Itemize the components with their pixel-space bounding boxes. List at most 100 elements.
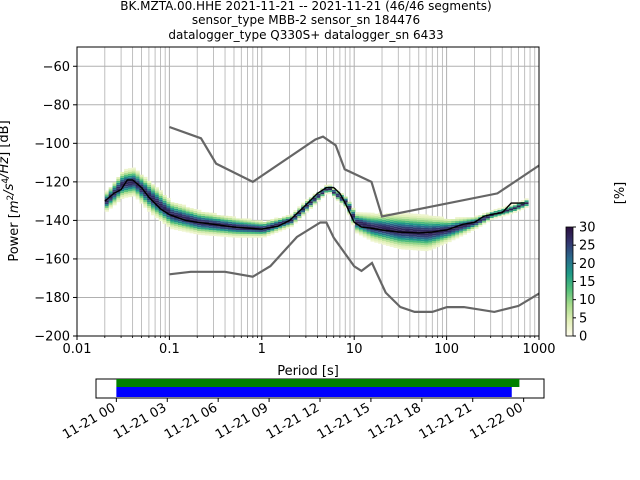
psd-bin [432,246,437,249]
psd-bin [262,223,267,226]
psd-bin [470,229,475,231]
psd-bin [120,197,125,199]
timeline-tick-label: 11-21 03 [111,400,169,442]
psd-bin [455,221,460,223]
psd-bin [124,190,129,192]
psd-bin [489,218,494,220]
psd-bin [170,223,175,226]
psd-bin [193,210,198,213]
psd-bin [147,186,152,189]
psd-bin [397,216,402,219]
psd-bin [328,184,333,187]
psd-bin [151,192,156,195]
psd-bin [212,212,217,215]
psd-bin [355,219,360,222]
psd-bin [439,231,444,234]
psd-bin [374,221,379,224]
psd-bin [131,173,136,176]
psd-bin [251,230,256,232]
psd-bin [139,193,144,196]
psd-bin [412,221,417,224]
psd-bin [408,230,414,233]
psd-bin [412,234,417,237]
psd-bin [382,227,387,230]
psd-bin [293,217,298,220]
psd-bin [228,235,233,238]
psd-bin [212,232,217,235]
psd-bin [339,198,344,201]
psd-bin [393,222,398,225]
psd-bin [301,210,306,213]
psd-bin [254,233,260,236]
psd-bin [174,228,179,231]
psd-bin [154,187,160,190]
psd-bin [185,217,190,219]
psd-bin [447,232,452,235]
psd-bin [397,229,402,232]
psd-bin [385,243,391,246]
psd-bin [139,195,144,198]
psd-bin [374,227,379,230]
psd-bin [104,194,109,197]
psd-bin [405,213,410,216]
psd-bin [405,217,410,219]
psd-bin [366,233,371,236]
psd-bin [520,199,525,202]
y-axis-label-part: m [7,200,22,213]
psd-bin [216,217,221,220]
psd-bin [331,193,337,196]
psd-bin [420,221,425,224]
psd-bin [185,209,190,212]
psd-bin [135,189,140,192]
psd-bin [305,206,310,209]
psd-bin [451,236,456,239]
psd-bin [251,226,256,229]
colorbar-label: [%] [613,182,628,205]
psd-bin [447,240,452,243]
psd-bin [135,197,140,200]
psd-bin [401,237,406,240]
psd-bin [435,231,441,234]
psd-bin [355,227,360,230]
psd-bin [435,243,441,246]
psd-bin [274,217,279,220]
psd-bin [455,232,460,235]
psd-bin [331,195,337,198]
psd-bin [466,230,471,233]
psd-bin [485,212,491,215]
psd-bin [158,213,163,216]
psd-bin [428,244,433,247]
psd-bin [389,227,394,230]
psd-bin [224,215,229,218]
psd-bin [320,194,325,197]
psd-bin [335,189,340,192]
psd-bin [189,225,194,228]
psd-bin [239,228,244,231]
colorbar-tick-label: 10 [579,293,596,308]
psd-bin [462,225,468,227]
psd-bin [216,226,221,229]
psd-bin [405,220,410,223]
psd-bin [189,208,194,211]
colorbar-tick-label: 5 [579,311,587,326]
psd-bin [116,177,121,180]
psd-bin [401,230,406,233]
psd-bin [370,222,375,225]
psd-bin [370,214,375,217]
psd-bin [432,229,437,232]
psd-bin [358,231,364,234]
psd-bin [351,209,356,212]
psd-bin [397,222,402,225]
psd-bin [420,245,425,247]
psd-bin [459,228,464,231]
psd-bin [231,227,237,230]
psd-bin [258,230,263,232]
psd-bin [177,228,183,231]
psd-bin [389,221,394,224]
psd-bin [378,239,383,242]
psd-bin [228,218,233,220]
psd-bin [459,224,464,227]
psd-bin [397,220,402,223]
psd-bin [385,218,391,221]
psd-bin [362,220,367,223]
